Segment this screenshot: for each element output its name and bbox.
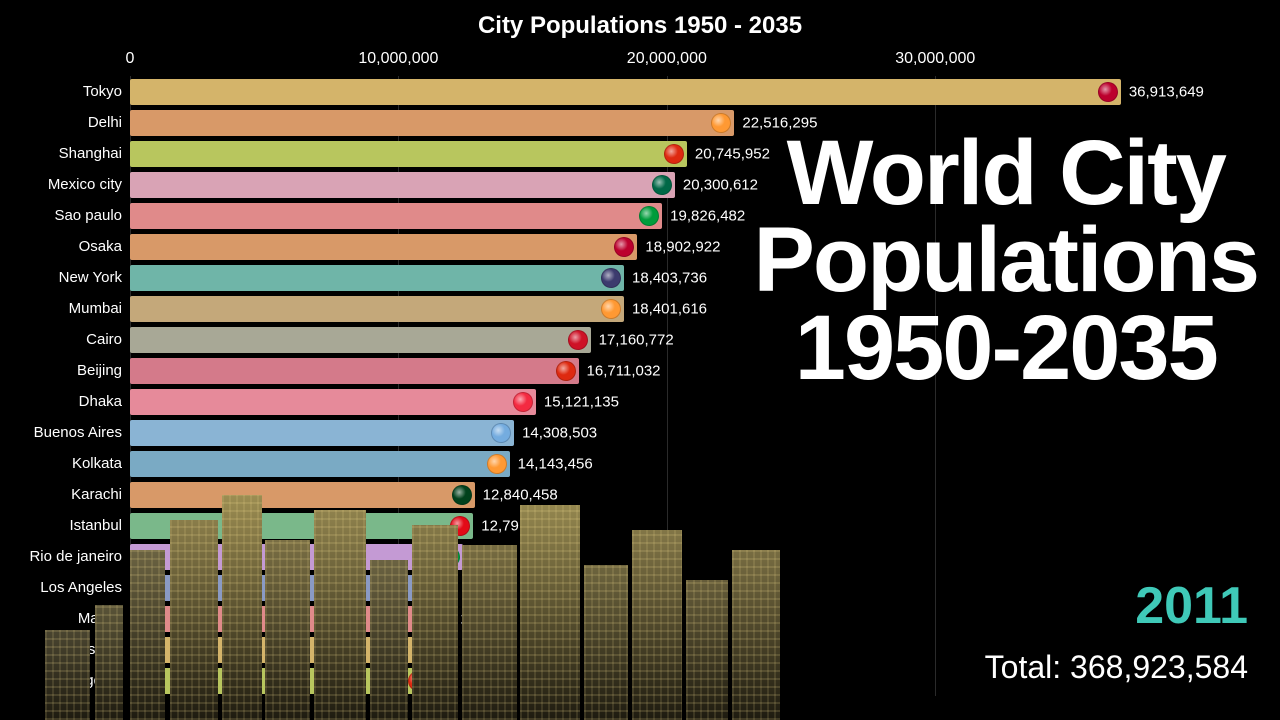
axis-tick: 30,000,000 xyxy=(895,50,975,68)
bar: 12 xyxy=(130,606,452,632)
bar-value: 12 xyxy=(463,548,488,565)
flag-icon xyxy=(601,268,621,288)
bar: 22,516,295 xyxy=(130,110,734,136)
bar: 15,121,135 xyxy=(130,389,536,415)
axis-tick: 0 xyxy=(126,50,135,68)
bar-row: Istanbul12,79 xyxy=(130,510,1150,541)
bar-value: 18,403,736 xyxy=(624,269,707,286)
bar: 12 xyxy=(130,575,457,601)
axis-tick: 20,000,000 xyxy=(627,50,707,68)
flag-icon xyxy=(639,206,659,226)
bar-row: Buenos Aires14,308,503 xyxy=(130,417,1150,448)
flag-icon xyxy=(652,175,672,195)
flag-icon xyxy=(434,578,454,598)
bar-label: Los Angeles xyxy=(6,579,130,596)
bar: 18,403,736 xyxy=(130,265,624,291)
bar: 12 xyxy=(130,544,463,570)
bar-label: Moscow xyxy=(6,641,130,658)
bar-row: Tokyo36,913,649 xyxy=(130,76,1150,107)
bar: 18,401,616 xyxy=(130,296,624,322)
bar xyxy=(130,668,431,694)
bar: 19,826,482 xyxy=(130,203,662,229)
flag-icon xyxy=(1098,82,1118,102)
flag-icon xyxy=(429,609,449,629)
bar: 20,745,952 xyxy=(130,141,687,167)
overlay-line2: Populations xyxy=(754,217,1258,304)
bar-value: 12 xyxy=(452,610,477,627)
overlay-title: World City Populations 1950-2035 xyxy=(754,130,1258,392)
chart-title: City Populations 1950 - 2035 xyxy=(0,0,1280,48)
bar-row: Kolkata14,143,456 xyxy=(130,448,1150,479)
bar: 18,902,922 xyxy=(130,234,637,260)
bar-label: Kolkata xyxy=(6,455,130,472)
flag-icon xyxy=(408,671,428,691)
x-axis: 010,000,00020,000,00030,000,000 xyxy=(130,48,1150,76)
bar: 14,143,456 xyxy=(130,451,510,477)
bar: 12,79 xyxy=(130,513,473,539)
bar-value: 16,711,032 xyxy=(579,362,661,379)
bar-value: 12,79 xyxy=(473,517,519,534)
flag-icon xyxy=(568,330,588,350)
year-display: 2011 xyxy=(1135,576,1248,636)
flag-icon xyxy=(440,547,460,567)
bar-value: 19,826,482 xyxy=(662,207,745,224)
bar-label: Chongqing xyxy=(6,672,130,689)
bar-row: Los Angeles12 xyxy=(130,572,1150,603)
bar: 20,300,612 xyxy=(130,172,675,198)
bar-label: Istanbul xyxy=(6,517,130,534)
bar-value: 12,840,458 xyxy=(475,486,558,503)
bar-label: Rio de janeiro xyxy=(6,548,130,565)
bar xyxy=(130,637,439,663)
bar: 12,840,458 xyxy=(130,482,475,508)
bar: 14,308,503 xyxy=(130,420,514,446)
flag-icon xyxy=(491,423,511,443)
bar-value: 20,300,612 xyxy=(675,176,758,193)
bar: 36,913,649 xyxy=(130,79,1121,105)
bar-label: Osaka xyxy=(6,238,130,255)
bar-label: Shanghai xyxy=(6,145,130,162)
flag-icon xyxy=(711,113,731,133)
flag-icon xyxy=(601,299,621,319)
overlay-line1: World City xyxy=(754,130,1258,217)
bar-label: Mexico city xyxy=(6,176,130,193)
flag-icon xyxy=(513,392,533,412)
flag-icon xyxy=(556,361,576,381)
bar-row: Manila12 xyxy=(130,603,1150,634)
overlay-line3: 1950-2035 xyxy=(754,305,1258,392)
bar-row: Rio de janeiro12 xyxy=(130,541,1150,572)
bar-label: Delhi xyxy=(6,114,130,131)
bar-label: Tokyo xyxy=(6,83,130,100)
bar-label: Mumbai xyxy=(6,300,130,317)
axis-tick: 10,000,000 xyxy=(358,50,438,68)
bar-label: Manila xyxy=(6,610,130,627)
bar-value: 18,401,616 xyxy=(624,300,707,317)
flag-icon xyxy=(487,454,507,474)
bar-value: 14,143,456 xyxy=(510,455,593,472)
bar-label: Karachi xyxy=(6,486,130,503)
bar: 17,160,772 xyxy=(130,327,591,353)
bar-label: Buenos Aires xyxy=(6,424,130,441)
total-label: Total: xyxy=(985,649,1061,685)
bar-label: Cairo xyxy=(6,331,130,348)
bar-value: 17,160,772 xyxy=(591,331,674,348)
flag-icon xyxy=(416,640,436,660)
bar-label: New York xyxy=(6,269,130,286)
flag-icon xyxy=(614,237,634,257)
total-value: 368,923,584 xyxy=(1070,649,1248,685)
bar-label: Beijing xyxy=(6,362,130,379)
flag-icon xyxy=(664,144,684,164)
bar-label: Dhaka xyxy=(6,393,130,410)
bar-label: Sao paulo xyxy=(6,207,130,224)
bar-value: 14,308,503 xyxy=(514,424,597,441)
bar: 16,711,032 xyxy=(130,358,579,384)
flag-icon xyxy=(452,485,472,505)
bar-value: 12 xyxy=(457,579,482,596)
bar-value: 36,913,649 xyxy=(1121,83,1204,100)
total-display: Total: 368,923,584 xyxy=(985,649,1248,686)
bar-value: 15,121,135 xyxy=(536,393,619,410)
flag-icon xyxy=(450,516,470,536)
bar-row: Karachi12,840,458 xyxy=(130,479,1150,510)
bar-value: 18,902,922 xyxy=(637,238,720,255)
